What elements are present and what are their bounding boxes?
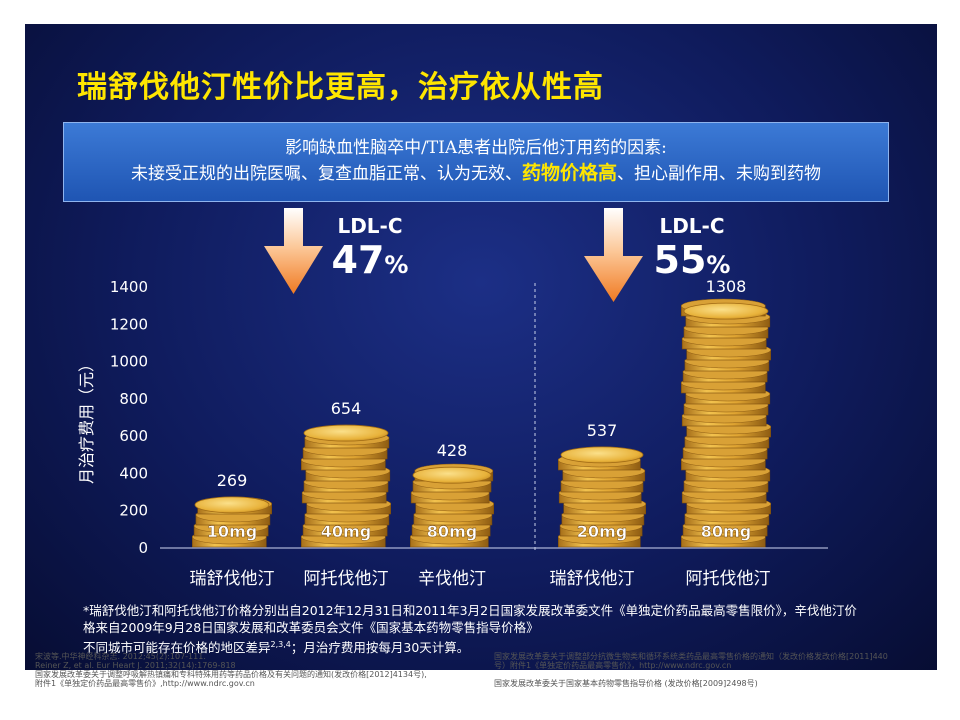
- reference-item: 国家发展改革委关于调整部分抗微生物类和循环系统类药品最高零售价格的通知（发改价格…: [494, 652, 888, 661]
- reference-item: 号）附件1《单独定价药品最高零售价》，http://www.ndrc.gov.c…: [494, 661, 732, 670]
- coin-stack-bar: [300, 424, 392, 548]
- down-arrow-left: [264, 208, 323, 294]
- bar-dose-label: 20mg: [577, 522, 627, 541]
- arrows-layer: [264, 208, 643, 302]
- footnote-line-1: *瑞舒伐他汀和阿托伐他汀价格分别出自2012年12月31日和2011年3月2日国…: [83, 603, 857, 618]
- reference-item: [494, 670, 949, 679]
- reference-item: 宋波等.中华神经科杂志. 2012;45(2):107-111.: [35, 652, 206, 661]
- footnote-superscript: 2,3,4: [270, 640, 291, 649]
- x-category-label: 阿托伐他汀: [686, 569, 771, 589]
- factors-heading: 影响缺血性脑卒中/TIA患者出院后他汀用药的因素:: [285, 138, 667, 158]
- slide-title: 瑞舒伐他汀性价比更高，治疗依从性高: [77, 70, 604, 105]
- bars-layer: 269 10mg 瑞舒伐他汀 654 40mg 阿托伐他汀 428 80mg 辛伐他汀 537 20…: [190, 277, 772, 589]
- ldl-right-label: LDL-C: [659, 214, 725, 238]
- factors-text-post: 、担心副作用、未购到药物: [617, 164, 821, 184]
- y-tick-label: 200: [119, 502, 148, 520]
- factors-box: 影响缺血性脑卒中/TIA患者出院后他汀用药的因素: 未接受正规的出院医嘱、复查血…: [63, 122, 889, 202]
- ldl-left-value: 47: [331, 238, 385, 282]
- bar-value-label: 654: [331, 399, 362, 418]
- factors-list: 未接受正规的出院医嘱、复查血脂正常、认为无效、药物价格高、担心副作用、未购到药物: [64, 160, 888, 187]
- y-tick-label: 800: [119, 390, 148, 408]
- x-category-label: 瑞舒伐他汀: [190, 569, 275, 589]
- reference-item: 国家发展改革委关于调整呼吸解热镇痛和专科特殊用药等药品价格及有关问题的通知(发改…: [35, 670, 427, 679]
- y-tick-label: 1200: [110, 315, 148, 333]
- x-category-label: 瑞舒伐他汀: [550, 569, 635, 589]
- down-arrow-right: [584, 208, 643, 302]
- references-left: 宋波等.中华神经科杂志. 2012;45(2):107-111. Reiner …: [35, 652, 427, 688]
- ldl-left-unit: %: [384, 251, 409, 279]
- reference-item: 附件1《单独定价药品最高零售价》,http://www.ndrc.gov.cn: [35, 679, 255, 688]
- y-axis: 0 200 400 600 800 1000 1200 1400: [110, 278, 828, 557]
- coin-stack-bar: [680, 298, 772, 548]
- footnote-line-3: 不同城市可能存在价格的地区差异2,3,4；月治疗费用按每月30天计算。: [83, 636, 903, 656]
- slide: 瑞舒伐他汀性价比更高，治疗依从性高 影响缺血性脑卒中/TIA患者出院后他汀用药的…: [25, 24, 937, 670]
- bar-dose-label: 10mg: [207, 522, 257, 541]
- reference-item: 国家发展改革委关于国家基本药物零售指导价格 (发改价格[2009]2498号): [494, 679, 758, 688]
- bar-value-label: 1308: [706, 277, 747, 296]
- coin-stack-bar: [409, 463, 495, 548]
- bar-dose-label: 80mg: [427, 522, 477, 541]
- coin-stack-bar: [557, 446, 647, 548]
- ldl-right: LDL-C 55%: [647, 214, 737, 282]
- footnote-line-3-post: ；月治疗费用按每月30天计算。: [290, 640, 470, 656]
- ldl-right-value: 55: [653, 238, 707, 282]
- x-category-label: 辛伐他汀: [418, 569, 486, 589]
- bar-dose-label: 40mg: [321, 522, 371, 541]
- ldl-left-label: LDL-C: [337, 214, 403, 238]
- y-tick-label: 1400: [110, 278, 148, 296]
- y-tick-label: 1000: [110, 353, 148, 371]
- y-tick-label: 600: [119, 427, 148, 445]
- ldl-right-unit: %: [706, 251, 731, 279]
- bar-value-label: 428: [437, 441, 468, 460]
- y-axis-title: 月治疗费用（元）: [77, 356, 96, 484]
- y-tick-label: 400: [119, 464, 148, 482]
- bar-value-label: 269: [217, 471, 248, 490]
- bar-dose-label: 80mg: [701, 522, 751, 541]
- references-right: 国家发展改革委关于调整部分抗微生物类和循环系统类药品最高零售价格的通知（发改价格…: [494, 652, 949, 688]
- factors-highlight: 药物价格高: [521, 162, 617, 184]
- footnote-line-2: 格来自2009年9月28日国家发展和改革委员会文件《国家基本药物零售指导价格》: [83, 620, 539, 635]
- footnotes: *瑞舒伐他汀和阿托伐他汀价格分别出自2012年12月31日和2011年3月2日国…: [83, 602, 903, 656]
- ldl-left: LDL-C 47%: [325, 214, 415, 282]
- bar-value-label: 537: [587, 421, 618, 440]
- factors-text-pre: 未接受正规的出院医嘱、复查血脂正常、认为无效、: [130, 164, 522, 184]
- coin-stack-bar: [192, 496, 272, 548]
- reference-item: Reiner Z, et al. Eur Heart J. 2011;32(14…: [35, 661, 236, 670]
- footnote-line-3-pre: 不同城市可能存在价格的地区差异: [83, 640, 271, 656]
- y-tick-label: 0: [138, 539, 148, 557]
- x-category-label: 阿托伐他汀: [304, 569, 389, 589]
